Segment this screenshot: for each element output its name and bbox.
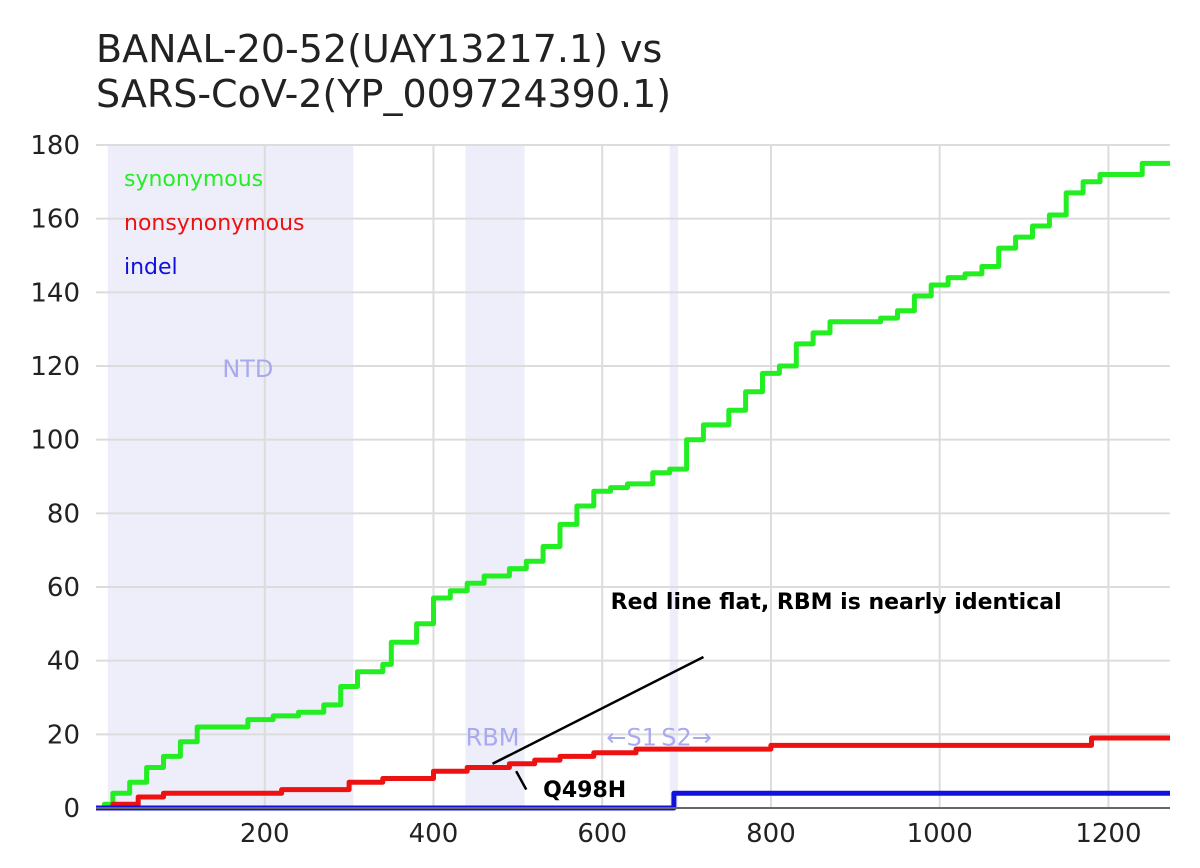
legend: synonymous nonsynonymous indel xyxy=(124,167,305,280)
y-tick-label: 180 xyxy=(30,131,80,161)
domain-regions xyxy=(107,145,679,808)
series-line-synonymous xyxy=(96,160,1170,811)
annotations: Red line flat, RBM is nearly identical Q4… xyxy=(491,590,1062,803)
region-band-rbm xyxy=(465,145,525,808)
region-band-ntd xyxy=(107,145,354,808)
y-tick-label: 60 xyxy=(47,573,80,603)
annotation-text: Red line flat, RBM is nearly identical xyxy=(611,590,1062,615)
x-tick-label: 400 xyxy=(409,819,459,849)
x-tick-label: 1200 xyxy=(1075,819,1141,849)
chart-title-line-2: SARS-CoV-2(YP_009724390.1) xyxy=(96,72,672,116)
series-line-nonsynonymous xyxy=(96,735,1170,811)
y-tick-label: 160 xyxy=(30,205,80,235)
y-tick-label: 0 xyxy=(63,794,80,824)
x-tick-label: 600 xyxy=(577,819,627,849)
annotation-pointer xyxy=(515,770,528,791)
y-tick-label: 40 xyxy=(47,647,80,677)
region-band-2 xyxy=(669,145,679,808)
x-tick-label: 800 xyxy=(746,819,796,849)
domain-label: RBM xyxy=(466,723,520,751)
chart-title-line-1: BANAL-20-52(UAY13217.1) vs xyxy=(96,27,663,71)
legend-entry-nonsynonymous: nonsynonymous xyxy=(124,211,305,236)
y-tick-label: 100 xyxy=(30,426,80,456)
legend-entry-indel: indel xyxy=(124,255,178,280)
domain-label: NTD xyxy=(222,355,273,383)
y-tick-label: 120 xyxy=(30,352,80,382)
axes: 200 400 600 800 1000 1200 0 20 40 60 80 100 120 140 16… xyxy=(30,131,1170,849)
x-tick-label: 200 xyxy=(240,819,290,849)
annotation-text: Q498H xyxy=(543,778,626,803)
y-tick-label: 20 xyxy=(47,720,80,750)
x-tick-label: 1000 xyxy=(907,819,973,849)
y-tick-label: 140 xyxy=(30,278,80,308)
legend-entry-synonymous: synonymous xyxy=(124,167,263,192)
annotation-pointer xyxy=(491,655,705,765)
y-tick-label: 80 xyxy=(47,499,80,529)
